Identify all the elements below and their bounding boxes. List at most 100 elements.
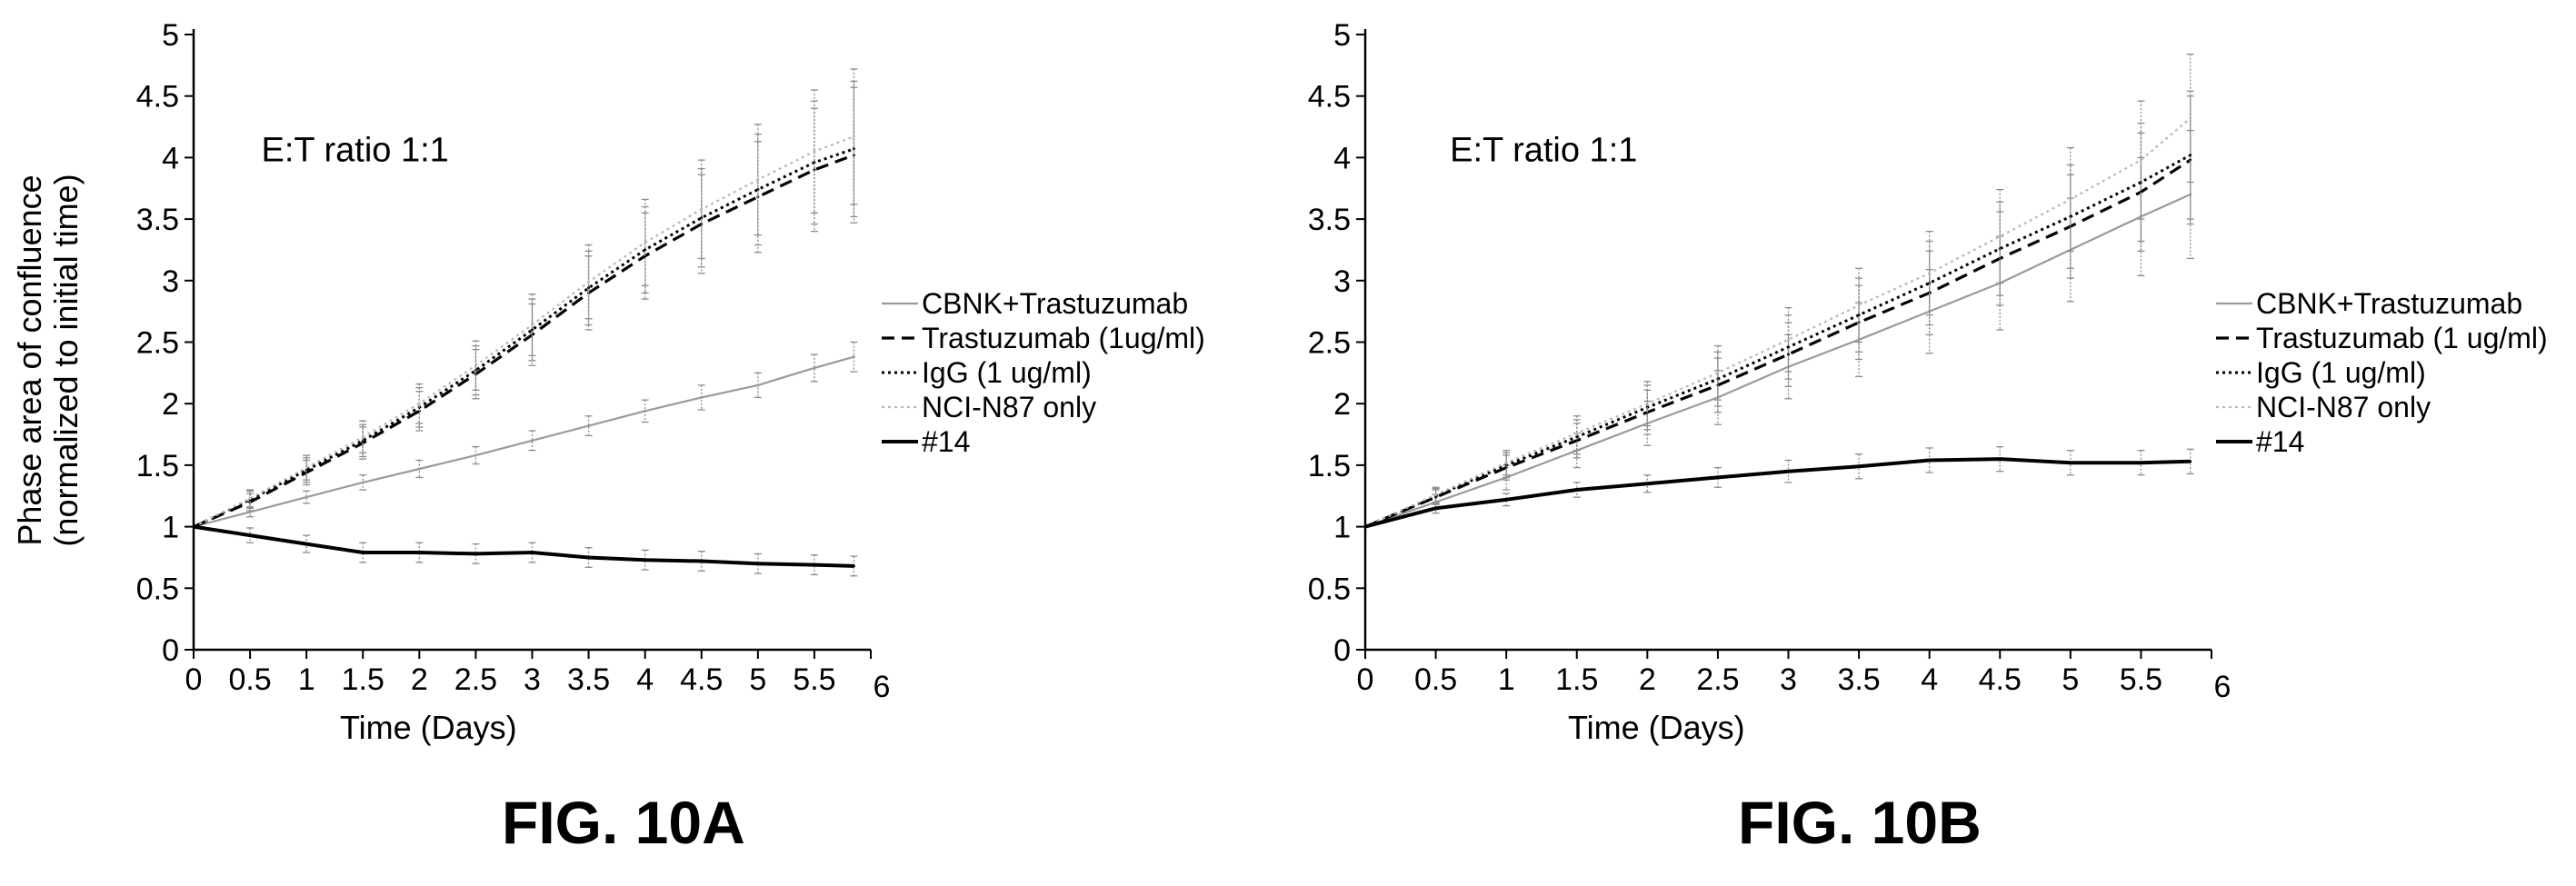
- data-point: [2189, 460, 2192, 463]
- data-point: [1575, 439, 1579, 443]
- y-tick-label: 1: [1333, 511, 1351, 545]
- legend-label: IgG (1 ug/ml): [922, 356, 1092, 389]
- y-tick-label: 3.5: [136, 203, 179, 237]
- x-tick-label: 5.5: [793, 662, 835, 697]
- data-point: [361, 435, 364, 439]
- data-point: [1998, 234, 2002, 238]
- data-point: [644, 254, 647, 258]
- y-axis-title-line2: (normalized to initial time): [47, 174, 85, 546]
- data-point: [644, 558, 647, 562]
- x-tick-label: 0.5: [1414, 662, 1457, 697]
- data-point: [2139, 158, 2142, 162]
- y-tick-label: 1.5: [136, 449, 179, 483]
- x-tick-label: 6: [2214, 670, 2232, 704]
- series-group: [192, 524, 858, 577]
- x-tick-label: 0.5: [228, 662, 271, 697]
- data-point: [1716, 371, 1720, 374]
- series-line: [193, 135, 854, 528]
- chart-b: 0 0.5 1 1.5 2 2.5 3 3.5 4 4.5 5 0 0.5 1 1.5 2 2.5 3 3.5 4 4.…: [1308, 18, 2548, 746]
- x-tick-label: 0: [185, 662, 203, 697]
- data-point: [531, 328, 534, 332]
- x-tick-label: 2: [411, 662, 428, 697]
- data-point: [1575, 435, 1579, 439]
- x-tick-label: 2.5: [454, 662, 497, 697]
- data-point: [587, 424, 591, 428]
- x-tick-label: 1: [298, 662, 315, 697]
- data-point: [248, 533, 252, 537]
- data-point: [361, 551, 364, 554]
- data-point: [1928, 458, 1932, 462]
- data-point: [2189, 154, 2192, 157]
- data-point: [700, 395, 704, 399]
- legend-label: CBNK+Trastuzumab: [2256, 287, 2522, 320]
- data-point: [1504, 498, 1508, 502]
- y-tick-label: 2: [162, 387, 179, 422]
- data-point: [644, 241, 647, 244]
- data-point: [474, 453, 477, 457]
- data-point: [1645, 402, 1649, 405]
- data-point: [756, 178, 760, 182]
- legend-label: CBNK+Trastuzumab: [922, 287, 1188, 320]
- x-axis-title: Time (Days): [340, 709, 517, 746]
- data-point: [361, 481, 364, 484]
- data-point: [192, 525, 195, 529]
- y-tick-label: 0: [162, 633, 179, 668]
- x-tick-label: 4: [636, 662, 654, 697]
- y-tick-label: 1.5: [1308, 449, 1351, 483]
- data-point: [2069, 214, 2072, 218]
- data-point: [1857, 304, 1861, 307]
- y-tick-label: 0.5: [1308, 572, 1351, 606]
- data-point: [305, 466, 308, 470]
- data-point: [1787, 338, 1790, 342]
- data-point: [1716, 475, 1720, 479]
- chart-panel-b: 0 0.5 1 1.5 2 2.5 3 3.5 4 4.5 5 0 0.5 1 1.5 2 2.5 3 3.5 4 4.…: [1288, 0, 2576, 886]
- y-tick-label: 3.5: [1308, 203, 1351, 237]
- data-point: [474, 552, 477, 555]
- data-point: [1998, 457, 2002, 461]
- data-point: [1645, 482, 1649, 485]
- x-tick-label: 3: [524, 662, 541, 697]
- x-tick-label: 1.5: [342, 662, 384, 697]
- data-point: [2139, 461, 2142, 464]
- data-point: [1857, 338, 1861, 342]
- data-point: [1857, 464, 1861, 468]
- legend-label: #14: [922, 425, 970, 458]
- y-tick-label: 2.5: [136, 326, 179, 361]
- y-tick-label: 4.5: [136, 80, 179, 114]
- legend-label: #14: [2256, 425, 2304, 458]
- x-axis-title: Time (Days): [1568, 709, 1745, 746]
- x-tick-label: 5: [749, 662, 766, 697]
- y-tick-label: 0: [1333, 633, 1351, 668]
- data-point: [1575, 432, 1579, 435]
- x-tick-label: 5.5: [2120, 662, 2162, 697]
- legend-label: Trastuzumab (1 ug/ml): [2256, 322, 2548, 354]
- data-point: [644, 248, 647, 252]
- data-point: [700, 216, 704, 220]
- y-tick-label: 3: [1333, 264, 1351, 299]
- data-point: [474, 363, 477, 367]
- data-point: [852, 564, 855, 568]
- legend-label: NCI-N87 only: [922, 391, 1096, 423]
- series-group: [192, 341, 858, 529]
- y-tick-label: 4: [1333, 141, 1351, 175]
- data-point: [248, 496, 252, 500]
- data-point: [587, 286, 591, 290]
- x-tick-label: 4: [1921, 662, 1938, 697]
- data-point: [756, 188, 760, 192]
- legend-label: NCI-N87 only: [2256, 391, 2431, 423]
- data-point: [1434, 493, 1438, 496]
- series-line: [1364, 117, 2192, 528]
- data-point: [531, 324, 534, 327]
- data-point: [305, 495, 308, 499]
- data-point: [1363, 525, 1367, 529]
- series-line: [193, 154, 854, 529]
- y-tick-label: 0.5: [136, 572, 179, 606]
- data-point: [700, 207, 704, 211]
- chart-panel-a: 0 0.5 1 1.5 2 2.5 3 3.5 4 4.5 5 0 0.5 1 1.5 2 2.5 3 3.5 4 4.…: [11, 18, 1205, 746]
- x-tick-label: 2: [1639, 662, 1656, 697]
- data-point: [2069, 224, 2072, 228]
- data-point: [1787, 470, 1790, 473]
- data-point: [587, 555, 591, 559]
- y-tick-label: 5: [1333, 18, 1351, 53]
